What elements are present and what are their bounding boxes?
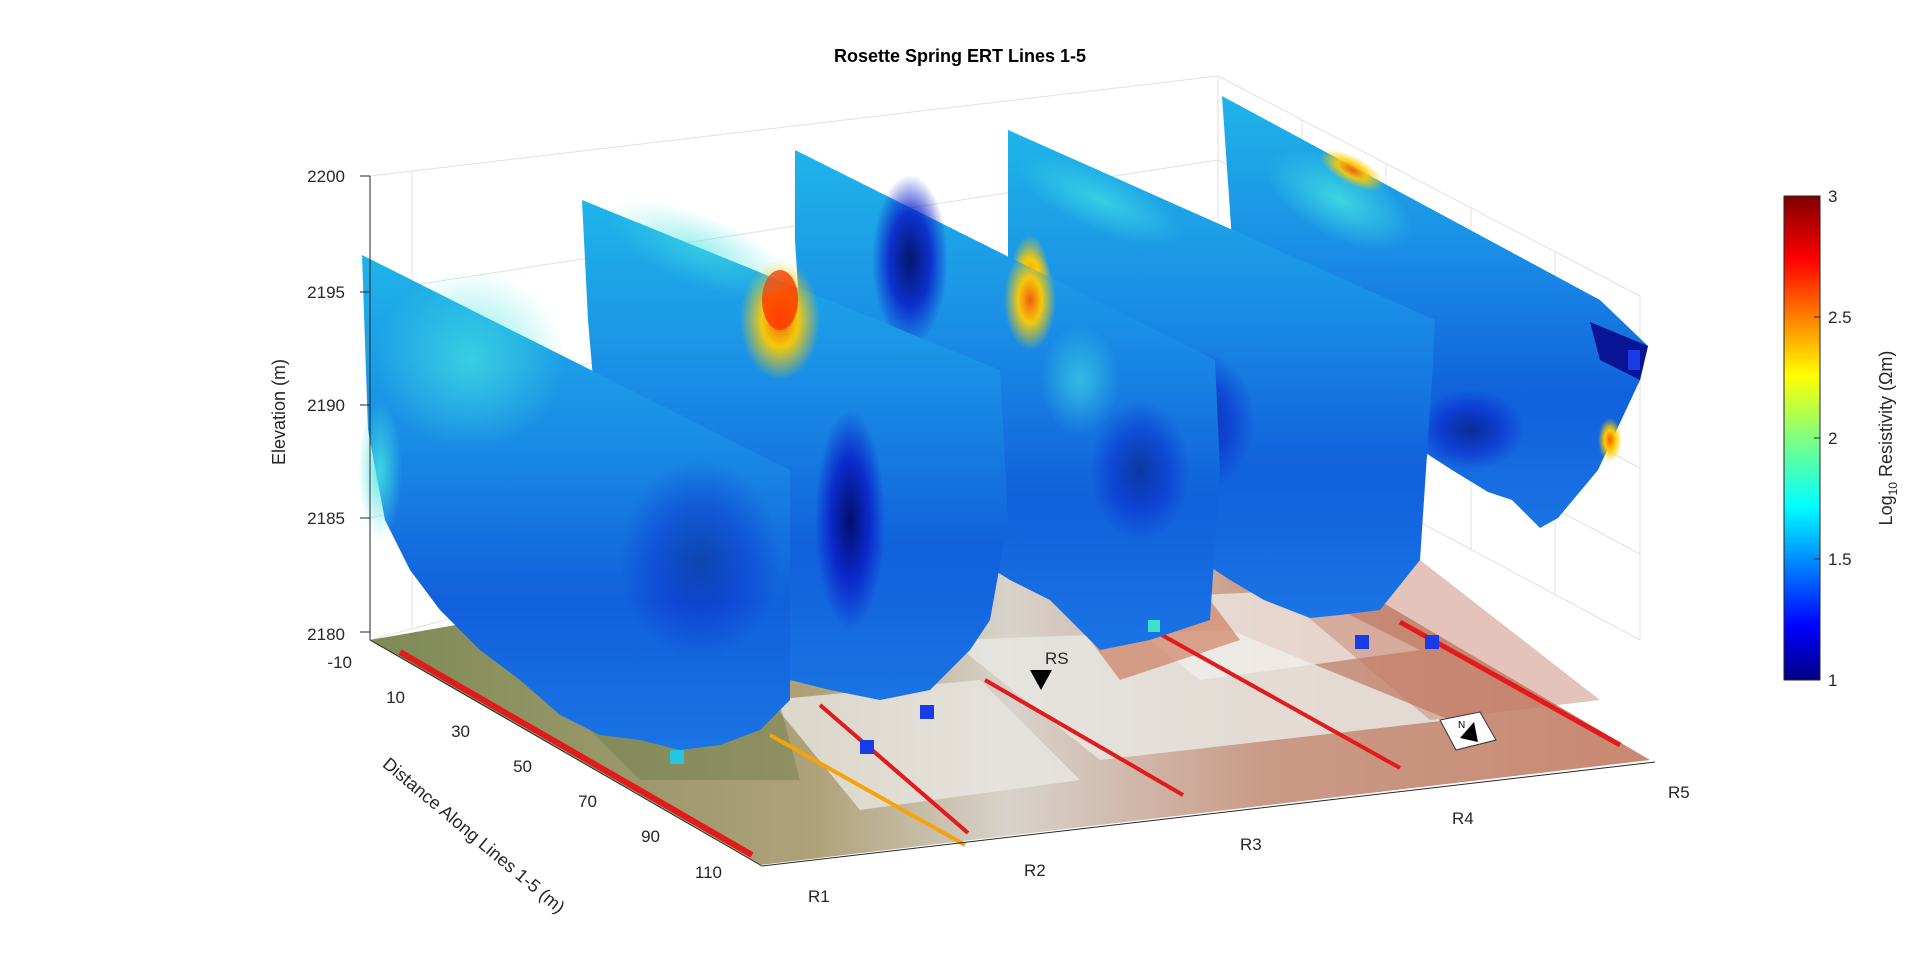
x-tick-label: R3 — [1240, 835, 1262, 854]
y-tick-label: 90 — [641, 827, 660, 846]
axes-frame — [369, 176, 1656, 867]
colorbar-tick-labels: 1 1.5 2 2.5 3 — [1828, 187, 1852, 690]
z-tick-labels: 2180 2185 2190 2195 2200 — [307, 167, 345, 644]
y-tick-label: 10 — [386, 688, 405, 707]
survey-line-r1b — [769, 733, 966, 847]
colorbar-label: Log10 Resistivity (Ωm) — [1876, 351, 1900, 526]
north-arrow-icon: N — [1439, 711, 1497, 751]
survey-line-r4 — [1134, 618, 1401, 770]
colorbar-tick-label: 1 — [1828, 671, 1837, 690]
y-tick-labels: -10 10 30 50 70 90 110 — [327, 653, 722, 882]
survey-line-r1 — [398, 649, 754, 858]
colorbar-label-log: Log — [1876, 495, 1896, 525]
rs-label: RS — [1045, 649, 1069, 668]
y-tick-label: 30 — [451, 722, 470, 741]
y-tick-label: 70 — [578, 792, 597, 811]
ert-panel-r5 — [1222, 96, 1648, 528]
x-tick-label: R1 — [808, 887, 830, 906]
survey-line-r2 — [818, 703, 970, 835]
colorbar-tick-label: 2 — [1828, 429, 1837, 448]
colorbar-label-sub: 10 — [1886, 482, 1900, 496]
colorbar-tick-label: 1.5 — [1828, 550, 1852, 569]
y-axis-label: Distance Along Lines 1-5 (m) — [379, 753, 569, 917]
colorbar-tick-label: 3 — [1828, 187, 1837, 206]
survey-line-r3 — [983, 678, 1185, 797]
rs-marker: RS — [1030, 649, 1069, 690]
z-ticks — [360, 175, 370, 633]
ert-panel-r1 — [358, 255, 790, 750]
y-tick-label: 50 — [513, 757, 532, 776]
z-tick-label: 2195 — [307, 283, 345, 302]
y-tick-label: -10 — [327, 653, 352, 672]
x-tick-label: R2 — [1024, 861, 1046, 880]
ert-edge-blocks — [670, 350, 1640, 764]
x-tick-label: R5 — [1668, 783, 1690, 802]
colorbar: 1 1.5 2 2.5 3 Log10 Resistivity (Ωm) — [1783, 187, 1900, 690]
y-tick-label: 110 — [695, 863, 722, 882]
colorbar-tick-label: 2.5 — [1828, 308, 1852, 327]
north-label: N — [1458, 720, 1465, 731]
chart-title: Rosette Spring ERT Lines 1-5 — [834, 46, 1086, 66]
ert-panel-r3 — [795, 150, 1220, 650]
z-tick-label: 2185 — [307, 509, 345, 528]
z-tick-label: 2180 — [307, 625, 345, 644]
x-tick-labels: R1 R2 R3 R4 R5 — [808, 783, 1690, 906]
x-tick-label: R4 — [1452, 809, 1474, 828]
colorbar-label-rest: Resistivity (Ωm) — [1876, 351, 1896, 482]
z-tick-label: 2190 — [307, 396, 345, 415]
z-tick-label: 2200 — [307, 167, 345, 186]
z-axis-label: Elevation (m) — [269, 359, 289, 465]
